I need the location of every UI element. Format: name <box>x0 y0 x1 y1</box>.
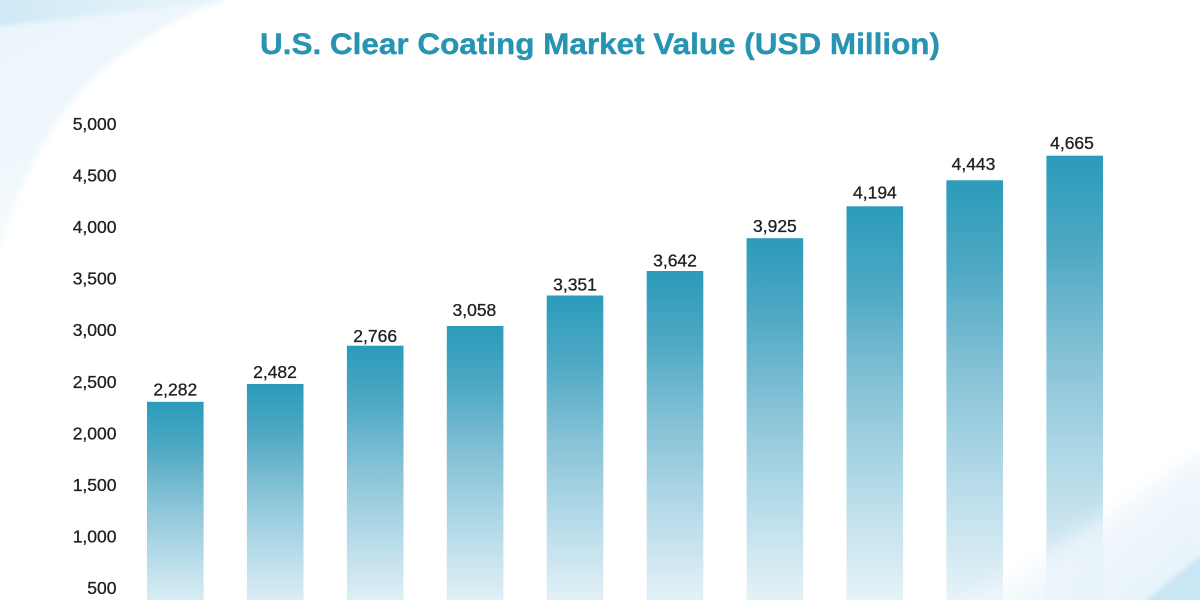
svg-text:4,000: 4,000 <box>73 217 117 237</box>
svg-text:4,194: 4,194 <box>853 182 897 202</box>
svg-text:2,766: 2,766 <box>353 326 397 346</box>
svg-text:3,500: 3,500 <box>73 269 117 289</box>
svg-text:3,925: 3,925 <box>753 216 797 236</box>
svg-text:2,500: 2,500 <box>73 372 117 392</box>
svg-text:3,642: 3,642 <box>653 250 697 270</box>
svg-text:2,482: 2,482 <box>253 362 297 382</box>
svg-text:5,000: 5,000 <box>73 114 117 134</box>
svg-text:4,500: 4,500 <box>73 165 117 185</box>
svg-text:500: 500 <box>87 578 116 598</box>
svg-text:2,000: 2,000 <box>73 423 117 443</box>
svg-text:3,000: 3,000 <box>73 320 117 340</box>
svg-text:3,351: 3,351 <box>553 274 597 294</box>
svg-text:4,443: 4,443 <box>952 154 996 174</box>
svg-text:3,058: 3,058 <box>453 300 497 320</box>
svg-text:U.S. Clear Coating Market Valu: U.S. Clear Coating Market Value (USD Mil… <box>260 28 940 61</box>
svg-text:2,282: 2,282 <box>153 380 197 400</box>
svg-text:1,000: 1,000 <box>73 527 117 547</box>
svg-text:4,665: 4,665 <box>1050 133 1094 153</box>
svg-text:1,500: 1,500 <box>73 475 117 495</box>
